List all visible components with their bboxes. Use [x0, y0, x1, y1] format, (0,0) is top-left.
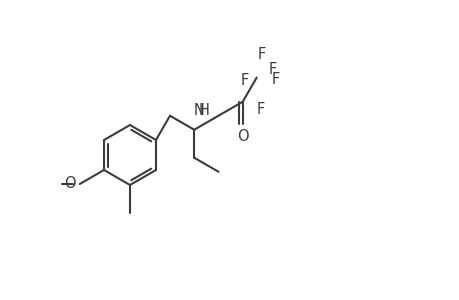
Text: O: O [236, 129, 248, 144]
Text: F: F [257, 46, 265, 62]
Text: F: F [240, 73, 248, 88]
Text: F: F [256, 102, 264, 117]
Text: F: F [268, 62, 276, 77]
Text: H: H [198, 103, 209, 118]
Text: O: O [64, 176, 76, 191]
Text: N: N [194, 103, 204, 118]
Text: F: F [271, 72, 280, 87]
